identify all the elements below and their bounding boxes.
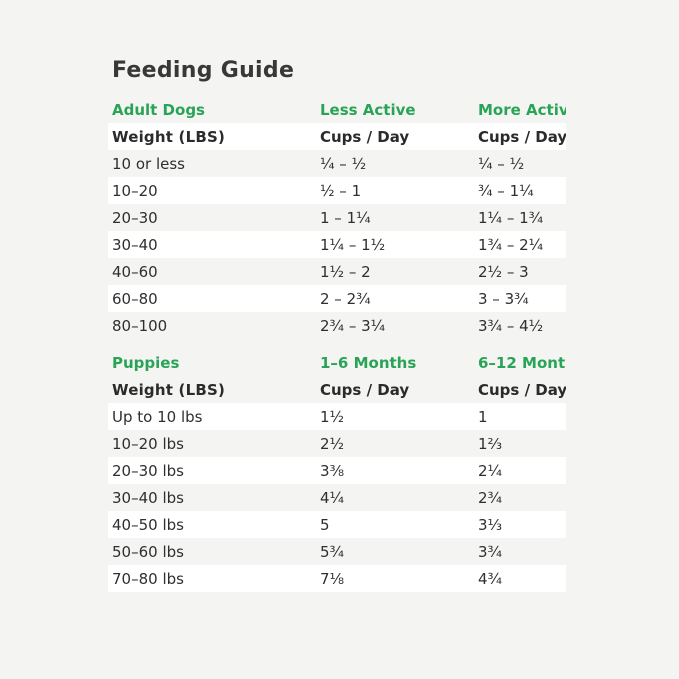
table-row: 40–50 lbs 5 3⅓ [108,511,566,538]
table-row: 10–20 ½ – 1 ¾ – 1¼ [108,177,566,204]
weight-cell: 30–40 [112,235,158,254]
less-active-cell: 2 – 2¾ [320,289,371,308]
less-active-cell: 1½ – 2 [320,262,371,281]
weight-cell: 40–50 lbs [112,515,184,534]
table-row: 40–60 1½ – 2 2½ – 3 [108,258,566,285]
page-title: Feeding Guide [112,58,295,83]
weight-cell: 80–100 [112,316,168,335]
adult-section-label: Adult Dogs [112,100,205,119]
more-active-cell: ¾ – 1¼ [478,181,534,200]
more-active-cell: 3¾ – 4½ [478,316,544,335]
months-6-12-column-label: 6–12 Months [478,353,566,372]
months-1-6-cell: 5 [320,515,330,534]
puppies-section-label: Puppies [112,353,180,372]
months-6-12-cell: 3¾ [478,542,503,561]
less-active-cell: 2¾ – 3¼ [320,316,386,335]
more-active-cell: 1¾ – 2¼ [478,235,544,254]
adult-section-header-row: Adult Dogs Less Active More Active [108,96,566,123]
weight-cell: 20–30 [112,208,158,227]
puppies-section-header-row: Puppies 1–6 Months 6–12 Months [108,349,566,376]
months-1-6-cell: 7⅛ [320,569,345,588]
weight-cell: 40–60 [112,262,158,281]
table-row: 20–30 1 – 1¼ 1¼ – 1¾ [108,204,566,231]
more-active-cell: 1¼ – 1¾ [478,208,544,227]
months-6-12-cell: 2¼ [478,461,503,480]
table-row: 70–80 lbs 7⅛ 4¾ [108,565,566,592]
weight-header: Weight (LBS) [112,127,226,146]
weight-cell: 60–80 [112,289,158,308]
more-active-cell: 3 – 3¾ [478,289,529,308]
less-active-column-label: Less Active [320,100,416,119]
weight-cell: 10 or less [112,154,185,173]
cups-per-day-header: Cups / Day [320,380,410,399]
months-6-12-cell: 2¾ [478,488,503,507]
cups-per-day-header: Cups / Day [478,127,566,146]
table-row: 60–80 2 – 2¾ 3 – 3¾ [108,285,566,312]
months-6-12-cell: 1 [478,407,488,426]
weight-cell: 30–40 lbs [112,488,184,507]
table-row: 10–20 lbs 2½ 1⅔ [108,430,566,457]
puppies-column-header-row: Weight (LBS) Cups / Day Cups / Day [108,376,566,403]
table-row: Up to 10 lbs 1½ 1 [108,403,566,430]
months-1-6-column-label: 1–6 Months [320,353,417,372]
more-active-column-label: More Active [478,100,566,119]
cups-per-day-header: Cups / Day [320,127,410,146]
weight-header: Weight (LBS) [112,380,226,399]
months-6-12-cell: 4¾ [478,569,503,588]
table-row: 30–40 1¼ – 1½ 1¾ – 2¼ [108,231,566,258]
more-active-cell: ¼ – ½ [478,154,525,173]
table-row: 30–40 lbs 4¼ 2¾ [108,484,566,511]
weight-cell: 50–60 lbs [112,542,184,561]
months-1-6-cell: 5¾ [320,542,345,561]
less-active-cell: ½ – 1 [320,181,362,200]
months-6-12-cell: 3⅓ [478,515,503,534]
less-active-cell: 1 – 1¼ [320,208,371,227]
table-row: 20–30 lbs 3⅜ 2¼ [108,457,566,484]
table-row: 50–60 lbs 5¾ 3¾ [108,538,566,565]
puppies-table: Puppies 1–6 Months 6–12 Months Weight (L… [108,349,566,592]
table-row: 10 or less ¼ – ½ ¼ – ½ [108,150,566,177]
weight-cell: 10–20 lbs [112,434,184,453]
less-active-cell: ¼ – ½ [320,154,367,173]
less-active-cell: 1¼ – 1½ [320,235,386,254]
weight-cell: 10–20 [112,181,158,200]
months-1-6-cell: 2½ [320,434,345,453]
weight-cell: 70–80 lbs [112,569,184,588]
adult-dogs-table: Adult Dogs Less Active More Active Weigh… [108,96,566,339]
months-1-6-cell: 3⅜ [320,461,345,480]
adult-column-header-row: Weight (LBS) Cups / Day Cups / Day [108,123,566,150]
months-6-12-cell: 1⅔ [478,434,503,453]
weight-cell: Up to 10 lbs [112,407,203,426]
more-active-cell: 2½ – 3 [478,262,529,281]
weight-cell: 20–30 lbs [112,461,184,480]
cups-per-day-header: Cups / Day [478,380,566,399]
months-1-6-cell: 4¼ [320,488,345,507]
months-1-6-cell: 1½ [320,407,345,426]
table-row: 80–100 2¾ – 3¼ 3¾ – 4½ [108,312,566,339]
